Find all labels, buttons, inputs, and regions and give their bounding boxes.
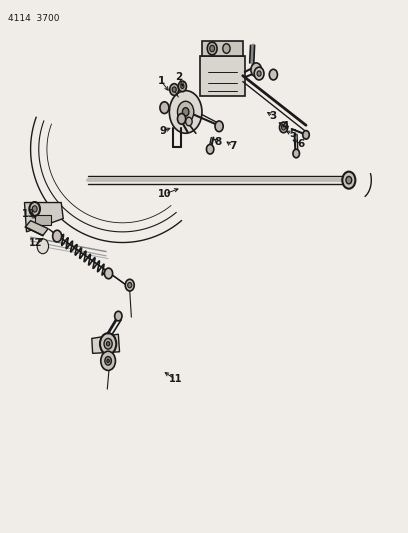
Circle shape bbox=[182, 108, 189, 116]
Text: 4: 4 bbox=[282, 122, 289, 131]
Text: 7: 7 bbox=[229, 141, 236, 151]
Text: 9: 9 bbox=[160, 126, 167, 136]
Circle shape bbox=[342, 172, 355, 189]
Circle shape bbox=[207, 42, 217, 55]
Circle shape bbox=[215, 121, 223, 132]
Polygon shape bbox=[24, 203, 63, 232]
Circle shape bbox=[169, 91, 202, 133]
Polygon shape bbox=[200, 56, 245, 96]
Text: 2: 2 bbox=[175, 72, 182, 82]
Text: 6: 6 bbox=[297, 139, 305, 149]
Circle shape bbox=[125, 279, 134, 291]
Text: 12: 12 bbox=[29, 238, 43, 247]
Text: 11: 11 bbox=[169, 375, 182, 384]
Circle shape bbox=[303, 131, 309, 139]
Circle shape bbox=[104, 268, 113, 279]
Circle shape bbox=[206, 144, 214, 154]
Circle shape bbox=[128, 282, 132, 288]
Circle shape bbox=[178, 81, 186, 92]
Text: 10: 10 bbox=[158, 189, 172, 199]
Circle shape bbox=[160, 102, 169, 114]
Circle shape bbox=[105, 357, 111, 365]
Text: 5: 5 bbox=[289, 130, 297, 139]
Circle shape bbox=[282, 125, 286, 130]
Text: 4114  3700: 4114 3700 bbox=[8, 14, 60, 23]
Text: 13: 13 bbox=[22, 209, 35, 219]
Circle shape bbox=[177, 114, 186, 124]
Circle shape bbox=[257, 71, 261, 76]
Circle shape bbox=[32, 206, 37, 212]
Circle shape bbox=[106, 342, 110, 346]
Circle shape bbox=[115, 311, 122, 321]
Circle shape bbox=[104, 338, 112, 349]
Circle shape bbox=[37, 239, 49, 254]
Circle shape bbox=[177, 101, 194, 123]
Circle shape bbox=[170, 84, 179, 95]
Circle shape bbox=[254, 67, 264, 80]
Circle shape bbox=[223, 44, 230, 53]
Polygon shape bbox=[202, 41, 243, 56]
Text: 1: 1 bbox=[157, 76, 165, 86]
Circle shape bbox=[100, 333, 116, 354]
Text: 3: 3 bbox=[270, 111, 277, 121]
Circle shape bbox=[269, 69, 277, 80]
Bar bbox=[35, 215, 51, 225]
Circle shape bbox=[53, 230, 62, 242]
Circle shape bbox=[251, 63, 262, 77]
Circle shape bbox=[279, 122, 288, 133]
Circle shape bbox=[293, 149, 299, 158]
Polygon shape bbox=[92, 334, 120, 353]
Circle shape bbox=[29, 202, 40, 216]
Polygon shape bbox=[25, 221, 48, 236]
Circle shape bbox=[172, 87, 176, 92]
Circle shape bbox=[346, 176, 352, 184]
Circle shape bbox=[210, 45, 215, 52]
Circle shape bbox=[107, 359, 109, 362]
Circle shape bbox=[181, 84, 184, 88]
Circle shape bbox=[186, 117, 192, 126]
Text: 8: 8 bbox=[214, 137, 222, 147]
Circle shape bbox=[101, 351, 115, 370]
